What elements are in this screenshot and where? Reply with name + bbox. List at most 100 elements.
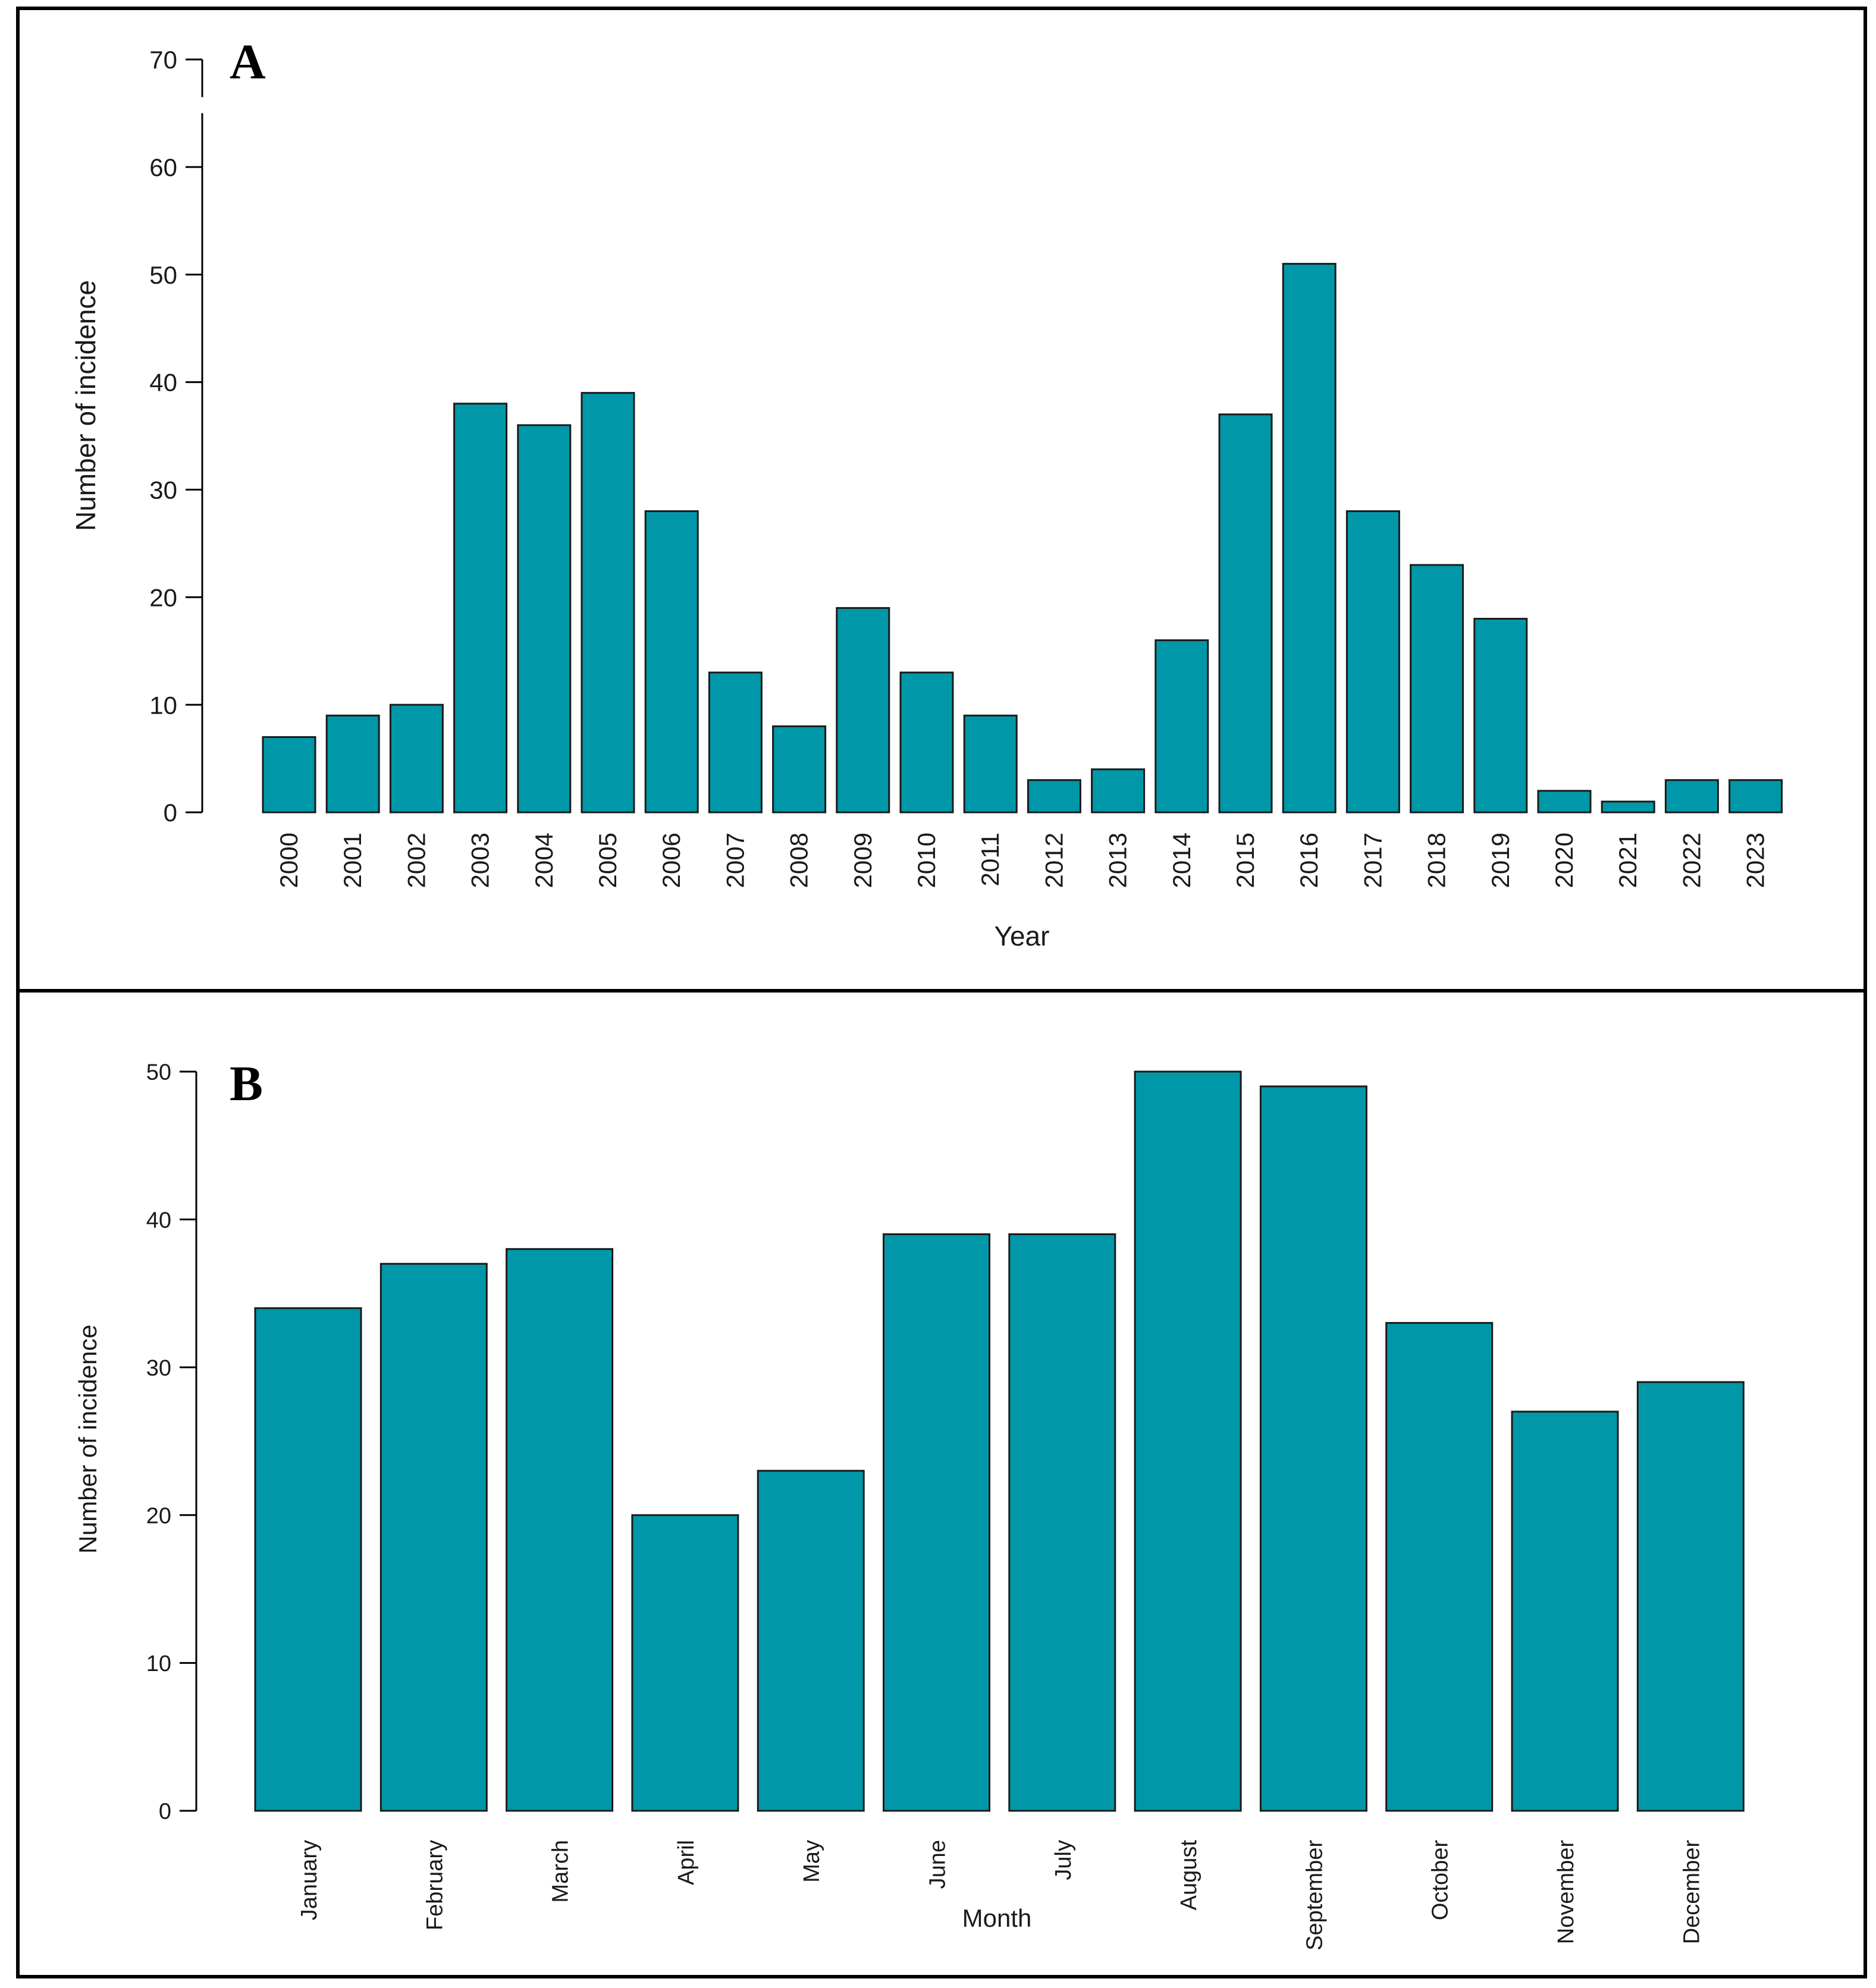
panel-a-bar: [1218, 413, 1273, 814]
panel-b-y-tick-label: 10: [146, 1651, 171, 1676]
panel-a-bar: [453, 403, 508, 814]
panel-a-x-tick-label: 2019: [1486, 833, 1514, 888]
panel-a-x-tick-label: 2022: [1677, 833, 1705, 888]
panel-a-bar: [325, 714, 380, 814]
panel-b-bar: [1134, 1070, 1242, 1812]
panel-b-x-tick-labels: January February March April May June July Augu…: [297, 1840, 1704, 1951]
panel-a-bar: [1282, 263, 1337, 814]
panel-a-x-tick-label: 2021: [1614, 833, 1642, 888]
panel-a-x-tick-label: 2012: [1040, 833, 1068, 888]
panel-a-y-axis-title: Number of incidence: [70, 280, 101, 531]
panel-a-y-tick-label: 50: [149, 261, 177, 289]
panel-b-bar: [631, 1514, 739, 1812]
panel-a-year-chart: A Number of incidence Year 0 10 20 30 40 50 60…: [16, 7, 1867, 993]
panel-a-y-tick-label: 60: [149, 153, 177, 181]
panel-b-bar: [1385, 1322, 1494, 1812]
panel-a-x-tick-label: 2006: [657, 833, 685, 888]
panel-b-y-tick-label: 40: [146, 1208, 171, 1233]
panel-a-x-tick-label: 2017: [1359, 833, 1386, 888]
panel-a-y-tick-label: 40: [149, 369, 177, 397]
panel-a-bar: [262, 736, 316, 814]
panel-a-x-tick-label: 2003: [466, 833, 494, 888]
panel-a-x-tick-label: 2004: [530, 833, 558, 888]
panel-a-x-tick-label: 2008: [785, 833, 813, 888]
panel-a-y-tick-label: 70: [149, 46, 177, 74]
panel-b-x-tick-label: January: [297, 1840, 322, 1920]
panel-b-x-tick-label: July: [1051, 1840, 1076, 1880]
panel-b-bar: [379, 1262, 488, 1812]
panel-b-bar: [1259, 1085, 1367, 1812]
panel-b-month-chart: B Number of incidence Month 01020304050 …: [16, 989, 1867, 1978]
panel-a-bar: [1664, 779, 1719, 814]
panel-a-y-tick-label: 0: [164, 799, 177, 827]
panel-a-bar: [708, 671, 763, 814]
panel-a-bar: [836, 607, 890, 814]
panel-a-x-tick-label: 2007: [721, 833, 749, 888]
panel-b-x-tick-label: June: [926, 1840, 950, 1889]
panel-a-bar: [963, 714, 1018, 814]
panel-a-x-tick-label: 2002: [402, 833, 430, 888]
panel-b-bars: [254, 1070, 1745, 1812]
panel-a-y-tick-label: 10: [149, 691, 177, 719]
panel-b-frame: [16, 989, 1867, 1978]
panel-b-x-tick-label: August: [1177, 1840, 1201, 1911]
panel-b-y-tick-label: 30: [146, 1356, 171, 1381]
panel-a-x-tick-label: 2023: [1742, 833, 1770, 888]
panel-a-y-tick-label: 30: [149, 476, 177, 504]
panel-b-x-tick-label: February: [422, 1840, 447, 1930]
panel-b-bar: [1511, 1411, 1619, 1812]
panel-a-y-tick-label: 20: [149, 583, 177, 611]
panel-a-x-tick-label: 2009: [849, 833, 877, 888]
panel-a-x-tick-label: 2000: [275, 833, 303, 888]
panel-a-bar: [1728, 779, 1783, 814]
panel-a-x-tick-label: 2013: [1104, 833, 1132, 888]
panel-a-bar: [1537, 790, 1592, 814]
panel-b-y-tick-label: 50: [146, 1060, 171, 1085]
panel-a-x-tick-label: 2001: [338, 833, 366, 888]
panel-a-bar: [899, 671, 954, 814]
panel-a-bar: [772, 725, 827, 814]
panel-b-bar: [883, 1233, 990, 1812]
panel-b-x-tick-label: March: [548, 1840, 573, 1903]
panel-a-x-tick-label: 2010: [912, 833, 940, 888]
panel-a-y-axis: 0 10 20 30 40 50 60 70: [149, 46, 203, 827]
panel-b-x-tick-label: December: [1679, 1840, 1704, 1945]
panel-b-bar: [1008, 1233, 1116, 1812]
panel-a-x-tick-label: 2018: [1423, 833, 1451, 888]
panel-a-bar: [581, 392, 635, 814]
panel-a-letter: A: [230, 34, 266, 90]
panel-b-y-axis: 0 10 20 30 40 50: [146, 1060, 197, 1824]
panel-b-letter: B: [230, 1056, 263, 1111]
panel-a-bar: [517, 424, 572, 814]
panel-a-bar: [1027, 779, 1081, 814]
panel-a-bar: [1473, 617, 1528, 814]
panel-a-x-tick-label: 2011: [976, 833, 1004, 886]
panel-b-x-tick-label: September: [1302, 1840, 1327, 1951]
panel-a-bar: [1155, 639, 1209, 814]
panel-a-x-tick-label: 2005: [594, 833, 622, 888]
panel-b-y-axis-title: Number of incidence: [74, 1324, 102, 1553]
panel-b-bar: [506, 1248, 614, 1812]
panel-a-bar: [1091, 768, 1146, 814]
panel-b-x-tick-label: November: [1554, 1840, 1579, 1945]
panel-a-x-tick-label: 2015: [1231, 833, 1259, 888]
panel-a-bars: [262, 263, 1783, 814]
panel-a-bar: [644, 510, 699, 814]
panel-b-x-tick-label: May: [799, 1840, 824, 1883]
panel-b-y-tick-label: 20: [146, 1503, 171, 1528]
panel-b-bar: [757, 1469, 865, 1812]
panel-a-bar: [1345, 510, 1400, 814]
panel-a-x-tick-label: 2016: [1295, 833, 1323, 888]
panel-a-x-tick-label: 2020: [1550, 833, 1578, 888]
panel-a-x-tick-label: 2014: [1168, 833, 1196, 888]
panel-a-bar: [1601, 800, 1655, 814]
panel-b-bar: [1636, 1381, 1745, 1812]
panel-b-bar: [254, 1307, 362, 1812]
panel-b-x-axis-title: Month: [962, 1904, 1032, 1932]
panel-a-bar: [389, 704, 444, 814]
panel-b-x-tick-label: October: [1428, 1840, 1453, 1921]
panel-a-x-tick-labels: 2000 2001 2002 2003 2004 2005 2006 2007 2008 2009…: [275, 833, 1770, 888]
panel-a-bar: [1410, 564, 1464, 814]
panel-a-x-axis-title: Year: [995, 921, 1050, 951]
